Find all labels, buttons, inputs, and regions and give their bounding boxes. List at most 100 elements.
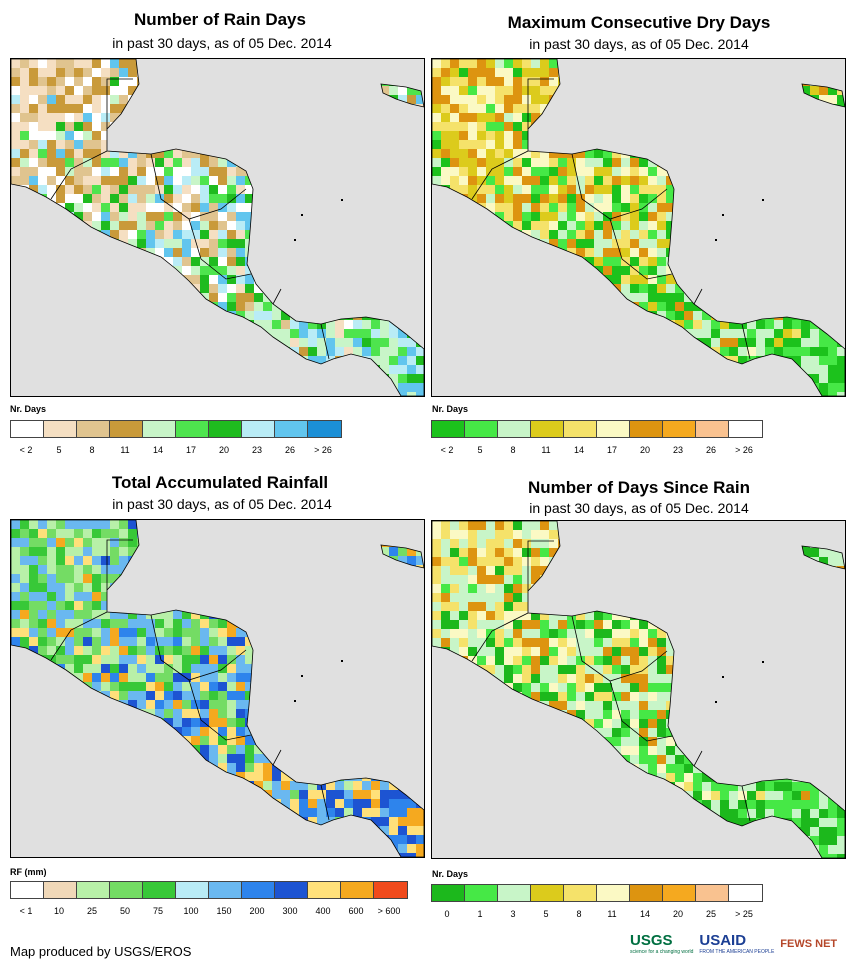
legend-tick-label: 3 (510, 909, 516, 919)
fewsnet-logo: FEWS NET (780, 937, 838, 950)
usgs-logo: USGS science for a changing world (630, 932, 694, 955)
legend-swatch (531, 885, 564, 901)
panel-title: Number of Rain Days (134, 10, 306, 29)
legend-tick-label: 14 (639, 909, 651, 919)
legend-tick-label: > 26 (314, 445, 332, 455)
panel-subtitle: in past 30 days, as of 05 Dec. 2014 (529, 500, 749, 516)
map-canvas (432, 59, 845, 396)
legend-swatch (77, 882, 110, 898)
legend-tick-label: 1 (477, 909, 483, 919)
legend-swatch (564, 421, 597, 437)
legend-tick-label: 25 (86, 906, 98, 916)
legend-tick-label: < 2 (19, 445, 33, 455)
legend-tick-label: 0 (444, 909, 450, 919)
legend-tick-label: 23 (251, 445, 263, 455)
legend-unit: Nr. Days (432, 869, 469, 879)
legend-tick-label: 5 (543, 909, 549, 919)
legend-tick-label: 8 (510, 445, 516, 455)
panel-total-rainfall: Total Accumulated Rainfall in past 30 da… (0, 470, 427, 930)
legend-swatch (531, 421, 564, 437)
legend-swatch (465, 885, 498, 901)
legend-tick-label: 300 (282, 906, 298, 916)
panel-subtitle: in past 30 days, as of 05 Dec. 2014 (112, 496, 332, 512)
legend-swatch (143, 882, 176, 898)
legend-swatch (597, 421, 630, 437)
legend-tick-label: 8 (576, 909, 582, 919)
legend-tick-label: 26 (705, 445, 717, 455)
legend-tick-label: 20 (218, 445, 230, 455)
legend-unit: Nr. Days (432, 404, 469, 414)
legend-swatch (143, 421, 176, 437)
legend-tick-label: > 600 (377, 906, 401, 916)
legend-tick-label: 23 (672, 445, 684, 455)
legend-swatch (242, 882, 275, 898)
legend-swatch (341, 882, 374, 898)
legend-swatch (564, 885, 597, 901)
legend-unit: RF (mm) (10, 867, 47, 877)
legend-swatch (11, 421, 44, 437)
legend-swatch (696, 421, 729, 437)
legend-swatch (308, 882, 341, 898)
legend-tick-label: 150 (216, 906, 232, 916)
legend-tick-label: 5 (56, 445, 62, 455)
map-days-since-rain (431, 520, 846, 859)
map-canvas (11, 59, 424, 396)
legend-swatch (597, 885, 630, 901)
legend-tick-label: < 1 (19, 906, 33, 916)
legend-swatch (729, 885, 762, 901)
legend-swatch (663, 885, 696, 901)
legend-tick-label: 17 (185, 445, 197, 455)
legend-swatch (432, 885, 465, 901)
legend-tick-label: 20 (639, 445, 651, 455)
legend-tick-label: 200 (249, 906, 265, 916)
legend-tick-label: 11 (120, 445, 130, 455)
panel-days-since-rain: Number of Days Since Rain in past 30 day… (427, 470, 854, 930)
legend-tick-label: 8 (89, 445, 95, 455)
map-credit: Map produced by USGS/EROS (10, 944, 192, 959)
legend-swatch (663, 421, 696, 437)
legend-tick-label: 100 (183, 906, 199, 916)
legend-swatch (498, 885, 531, 901)
legend-tick-label: 25 (705, 909, 717, 919)
panel-subtitle: in past 30 days, as of 05 Dec. 2014 (529, 36, 749, 52)
legend-bar (431, 884, 763, 902)
legend-swatch (275, 882, 308, 898)
legend-swatch (374, 882, 407, 898)
map-total-rainfall (10, 519, 425, 858)
legend-swatch (242, 421, 275, 437)
legend-tick-label: 5 (477, 445, 483, 455)
legend-tick-label: 50 (119, 906, 131, 916)
map-canvas (11, 520, 424, 857)
legend-swatch (209, 882, 242, 898)
legend-ticks: < 1 10 25 50 75 100 150 200 300 400 600 > 600 (10, 906, 410, 918)
legend-bar (431, 420, 763, 438)
legend-swatch (110, 882, 143, 898)
legend-swatch (209, 421, 242, 437)
legend-tick-label: 14 (152, 445, 164, 455)
legend-swatch (176, 882, 209, 898)
logo-strip: USGS science for a changing world USAID … (630, 932, 837, 955)
legend-swatch (432, 421, 465, 437)
legend-tick-label: 11 (541, 445, 551, 455)
legend-ticks: 0 1 3 5 8 11 14 20 25 > 25 (431, 909, 765, 921)
legend-swatch (630, 421, 663, 437)
legend-swatch (44, 421, 77, 437)
legend-tick-label: 20 (672, 909, 684, 919)
panel-subtitle: in past 30 days, as of 05 Dec. 2014 (112, 35, 332, 51)
map-max-dry-days (431, 58, 846, 397)
legend-swatch (498, 421, 531, 437)
legend-tick-label: 26 (284, 445, 296, 455)
legend-tick-label: 17 (606, 445, 618, 455)
legend-tick-label: 11 (607, 909, 617, 919)
legend-swatch (77, 421, 110, 437)
legend-tick-label: 400 (315, 906, 331, 916)
legend-ticks: < 2 5 8 11 14 17 20 23 26 > 26 (10, 445, 344, 457)
legend-tick-label: 10 (53, 906, 65, 916)
legend-tick-label: 14 (573, 445, 585, 455)
map-canvas (432, 521, 845, 858)
legend-ticks: < 2 5 8 11 14 17 20 23 26 > 26 (431, 445, 765, 457)
panel-title: Number of Days Since Rain (527, 478, 750, 497)
panel-title: Maximum Consecutive Dry Days (507, 13, 771, 32)
legend-swatch (729, 421, 762, 437)
legend-swatch (11, 882, 44, 898)
